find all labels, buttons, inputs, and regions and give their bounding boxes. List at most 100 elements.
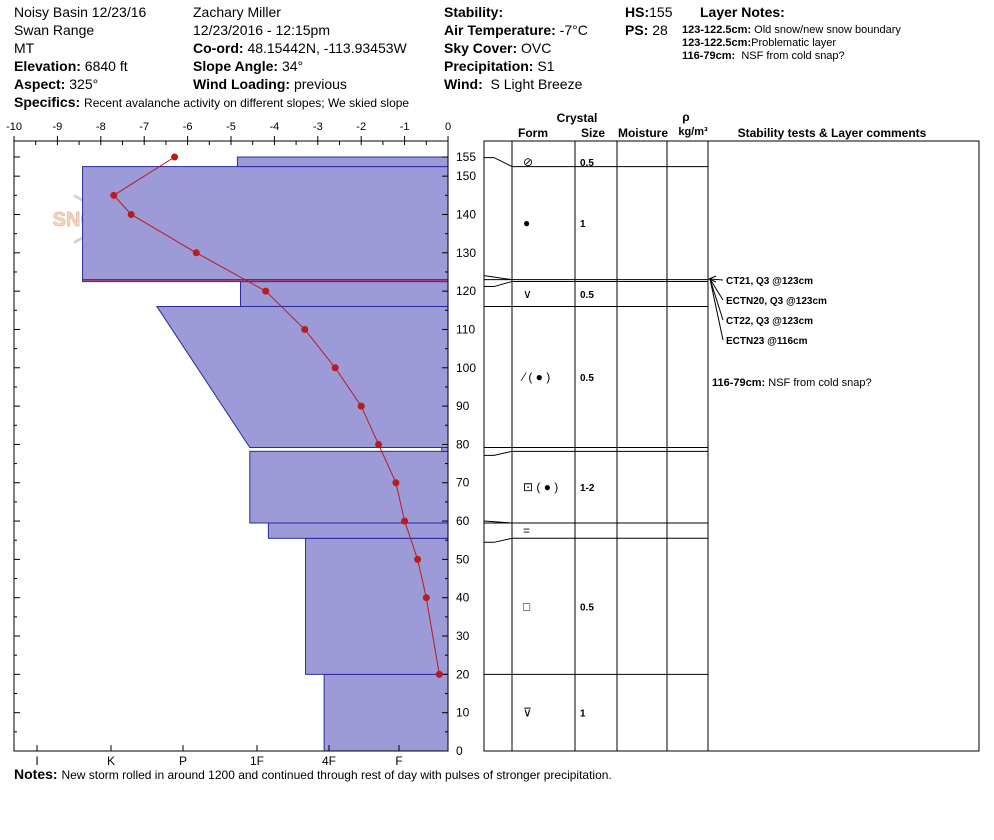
temperature-point [414,555,422,563]
hs-row: HS:155 [625,4,672,20]
temp-tick-label: -3 [313,121,323,133]
hardness-tick-label: 4F [322,754,336,768]
layer-size: 1 [580,219,586,230]
hardness-tick-label: 1F [250,754,264,768]
hs-label: HS: [625,4,650,20]
hardness-layer [441,446,449,452]
wind-loading-row: Wind Loading: previous [193,76,347,92]
layer-size: 0.5 [580,158,594,169]
layer-note-2-range: 123-122.5cm: [682,37,752,49]
arrowhead-icon [707,275,717,283]
hardness-layer [249,450,449,524]
observer-name: Zachary Miller [193,4,281,20]
temperature-point [192,249,200,257]
layer-connector [484,281,513,288]
depth-tick-label: 110 [456,322,475,336]
layer-connector [484,157,513,168]
slope-label: Slope Angle: [193,58,279,74]
temperature-point [435,670,443,678]
stability-test-arrow [709,278,724,301]
range-name: Swan Range [14,22,95,38]
depth-tick-label: 50 [456,552,470,566]
temp-tick-label: -10 [6,121,22,133]
aspect-value: 325° [69,76,99,92]
layer-form: ∨ [523,287,532,301]
specifics-row: Specifics: Recent avalanche activity on … [14,94,409,110]
header-form: Form [518,126,548,140]
depth-tick-label: 140 [456,207,476,221]
hardness-layer [240,281,449,307]
header-crystal: Crystal [557,111,598,125]
depth-tick-label: 130 [456,246,476,260]
stability-test-label: ECTN23 @116cm [726,336,808,347]
header-size: Size [581,126,605,140]
sky-row: Sky Cover: OVC [444,40,551,56]
state-name: MT [14,40,35,56]
header-moisture: Moisture [618,126,668,140]
site-name: Noisy Basin 12/23/16 [14,4,147,20]
layer-form: ⊘ [523,155,533,169]
layer-form: ⁄ ( ● ) [520,370,550,384]
specifics-value: Recent avalanche activity on different s… [84,96,410,110]
depth-tick-label: 100 [456,361,476,375]
layer-connector [483,275,513,281]
wind-loading-label: Wind Loading: [193,76,291,92]
stability-row: Stability: [444,4,503,20]
stability-test-label: ECTN20, Q3 @123cm [726,296,827,307]
slope-value: 34° [281,58,304,74]
header-rho: ρ [682,110,689,124]
layer-connector [484,537,513,543]
temperature-point [392,479,400,487]
temp-tick-label: -9 [53,121,63,133]
layer-size: 1-2 [580,483,595,494]
depth-tick-label: 0 [456,744,463,758]
hardness-layer [236,156,449,168]
depth-tick-label: 155 [456,150,476,164]
temp-tick-label: -8 [96,121,106,133]
hardness-layer [323,673,449,752]
layer-form: ⊽ [523,706,532,720]
temp-tick-label: -2 [356,121,366,133]
hardness-tick-label: P [179,754,187,768]
layer-note-3: 116-79cm: NSF from cold snap? [682,50,845,62]
layer-note-1-range: 123-122.5cm: [682,24,752,36]
layer-connector [484,450,513,456]
temperature-point [171,153,179,161]
sky-label: Sky Cover: [444,40,518,56]
layer-note-2: 123-122.5cm:Problematic layer [682,37,836,49]
stability-test-label: CT22, Q3 @123cm [726,316,813,327]
temperature-point [262,287,270,295]
temp-tick-label: -1 [400,121,410,133]
header-density-unit: kg/m³ [678,126,708,138]
air-temp-label: Air Temperature: [444,22,556,38]
layer-comment: 116-79cm: NSF from cold snap? [712,377,872,389]
layer-size: 0.5 [580,602,594,613]
stability-test-label: CT21, Q3 @123cm [726,276,813,287]
ps-label: PS: [625,22,649,38]
wind-label: Wind: [444,76,483,92]
depth-tick-label: 80 [456,437,470,451]
air-temp-value: -7°C [559,22,588,38]
sky-value: OVC [521,40,552,56]
coord-value: 48.15442N, -113.93453W [247,40,407,56]
temperature-point [110,191,118,199]
temperature-point [127,210,135,218]
temp-tick-label: -7 [139,121,149,133]
observation-datetime: 12/23/2016 - 12:15pm [193,22,330,38]
ps-value: 28 [652,22,668,38]
layer-size: 0.5 [580,373,594,384]
depth-tick-label: 10 [456,706,470,720]
temperature-point [422,594,430,602]
elevation-value: 6840 ft [84,58,128,74]
layer-note-1: 123-122.5cm: Old snow/new snow boundary [682,24,901,36]
temperature-point [331,364,339,372]
header-comments: Stability tests & Layer comments [738,126,927,140]
hardness-tick-label: I [35,754,38,768]
hardness-tick-label: F [395,754,402,768]
precip-value: S1 [537,58,555,74]
depth-tick-label: 30 [456,629,470,643]
slope-row: Slope Angle: 34° [193,58,303,74]
elevation-row: Elevation: 6840 ft [14,58,128,74]
hardness-layer [267,522,449,539]
aspect-label: Aspect: [14,76,66,92]
